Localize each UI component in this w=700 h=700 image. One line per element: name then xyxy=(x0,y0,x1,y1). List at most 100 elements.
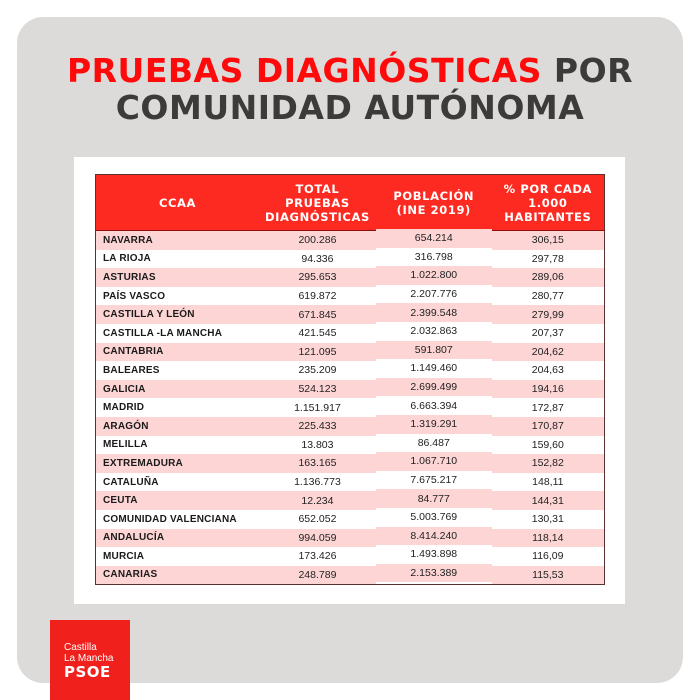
poblacion-cell: 8.414.240 xyxy=(375,526,492,546)
table-row: MADRID 1.151.917 6.663.394 172,87 xyxy=(95,396,605,417)
table-body: NAVARRA 200.286 654.214 306,15 LA RIOJA 94.33… xyxy=(95,228,605,585)
ccaa-cell: LA RIOJA xyxy=(95,249,259,269)
ratio-cell: 280,77 xyxy=(491,286,605,306)
header-ccaa: CCAA xyxy=(95,174,259,231)
ratio-cell: 118,14 xyxy=(491,528,605,548)
ccaa-cell: PAÍS VASCO xyxy=(95,286,259,306)
ratio-cell: 159,60 xyxy=(491,435,605,455)
poblacion-cell: 84.777 xyxy=(375,489,492,508)
poblacion-cell: 591.807 xyxy=(375,340,492,360)
ratio-cell: 152,82 xyxy=(491,454,605,473)
table-row: CATALUÑA 1.136.773 7.675.217 148,11 xyxy=(95,470,605,492)
table-row: EXTREMADURA 163.165 1.067.710 152,82 xyxy=(95,452,605,473)
poblacion-cell: 7.675.217 xyxy=(375,470,492,490)
table-row: CEUTA 12.234 84.777 144,31 xyxy=(95,489,605,510)
total-cell: 94.336 xyxy=(258,249,376,269)
title-suffix: POR xyxy=(541,51,634,90)
ratio-cell: 172,87 xyxy=(491,398,605,417)
poblacion-cell: 1.149.460 xyxy=(375,359,492,378)
ccaa-cell: BALEARES xyxy=(95,361,259,380)
poblacion-cell: 5.003.769 xyxy=(375,507,492,527)
table-row: ASTURIAS 295.653 1.022.800 289,06 xyxy=(95,266,605,287)
ccaa-cell: MURCIA xyxy=(95,547,259,566)
ccaa-cell: NAVARRA xyxy=(95,230,259,250)
poblacion-cell: 654.214 xyxy=(375,228,492,248)
ratio-cell: 170,87 xyxy=(491,416,605,436)
table-row: CASTILLA Y LEÓN 671.845 2.399.548 279,99 xyxy=(95,303,605,324)
total-cell: 421.545 xyxy=(258,323,376,343)
logo-line-1: Castilla xyxy=(64,642,97,653)
table-row: CASTILLA -LA MANCHA 421.545 2.032.863 207,3… xyxy=(95,321,605,343)
poblacion-cell: 2.699.499 xyxy=(375,377,492,397)
poblacion-cell: 86.487 xyxy=(375,433,492,453)
poblacion-cell: 1.493.898 xyxy=(375,545,492,564)
title-line-1: PRUEBAS DIAGNÓSTICAS POR xyxy=(0,52,700,89)
total-cell: 200.286 xyxy=(258,230,376,250)
header-poblacion: POBLACIÓN (INE 2019) xyxy=(375,174,492,231)
ccaa-cell: COMUNIDAD VALENCIANA xyxy=(95,509,259,529)
ratio-cell: 116,09 xyxy=(491,547,605,566)
ccaa-cell: ASTURIAS xyxy=(95,268,259,287)
table-row: GALICIA 524.123 2.699.499 194,16 xyxy=(95,377,605,399)
total-cell: 994.059 xyxy=(258,528,376,548)
table-row: NAVARRA 200.286 654.214 306,15 xyxy=(95,228,605,250)
poblacion-cell: 2.207.776 xyxy=(375,284,492,304)
table-header-row: CCAA TOTAL PRUEBAS DIAGNÓSTICAS POBLACIÓN(… xyxy=(95,174,605,231)
ratio-cell: 306,15 xyxy=(491,230,605,250)
ccaa-cell: ARAGÓN xyxy=(95,416,259,436)
poblacion-cell: 6.663.394 xyxy=(375,396,492,415)
ccaa-cell: MELILLA xyxy=(95,435,259,455)
ratio-cell: 204,62 xyxy=(491,342,605,362)
ccaa-cell: CANTABRIA xyxy=(95,342,259,362)
ccaa-cell: CASTILLA -LA MANCHA xyxy=(95,323,259,343)
ccaa-cell: CATALUÑA xyxy=(95,472,259,492)
total-cell: 235.209 xyxy=(258,361,376,380)
data-table: CCAA TOTAL PRUEBAS DIAGNÓSTICAS POBLACIÓN(… xyxy=(95,174,605,586)
ratio-cell: 115,53 xyxy=(491,565,605,585)
table-row: CANARIAS 248.789 2.153.389 115,53 xyxy=(95,563,605,585)
ratio-cell: 204,63 xyxy=(491,361,605,380)
ratio-cell: 194,16 xyxy=(491,379,605,399)
table-row: MELILLA 13.803 86.487 159,60 xyxy=(95,433,605,455)
ccaa-cell: ANDALUCÍA xyxy=(95,528,259,548)
poblacion-cell: 2.399.548 xyxy=(375,303,492,322)
poblacion-cell: 2.153.389 xyxy=(375,563,492,583)
table-row: PAÍS VASCO 619.872 2.207.776 280,77 xyxy=(95,284,605,306)
table-row: ANDALUCÍA 994.059 8.414.240 118,14 xyxy=(95,526,605,548)
page-title: PRUEBAS DIAGNÓSTICAS POR COMUNIDAD AUTÓN… xyxy=(0,52,700,126)
header-ratio: % POR CADA 1.000 HABITANTES xyxy=(491,174,605,231)
poblacion-cell: 1.319.291 xyxy=(375,414,492,434)
ratio-cell: 207,37 xyxy=(491,323,605,343)
table-row: BALEARES 235.209 1.149.460 204,63 xyxy=(95,359,605,380)
total-cell: 225.433 xyxy=(258,416,376,436)
total-cell: 524.123 xyxy=(258,379,376,399)
header-total-pruebas: TOTAL PRUEBAS DIAGNÓSTICAS xyxy=(258,174,376,231)
ratio-cell: 130,31 xyxy=(491,509,605,529)
ccaa-cell: EXTREMADURA xyxy=(95,454,259,473)
ratio-cell: 148,11 xyxy=(491,472,605,492)
title-highlight: PRUEBAS DIAGNÓSTICAS xyxy=(66,51,542,90)
total-cell: 671.845 xyxy=(258,305,376,324)
logo-line-3: PSOE xyxy=(64,663,111,681)
ratio-cell: 279,99 xyxy=(491,305,605,324)
poblacion-cell: 2.032.863 xyxy=(375,321,492,341)
total-cell: 163.165 xyxy=(258,454,376,473)
total-cell: 121.095 xyxy=(258,342,376,362)
poblacion-cell: 316.798 xyxy=(375,247,492,267)
title-line-2: COMUNIDAD AUTÓNOMA xyxy=(115,88,585,127)
table-row: COMUNIDAD VALENCIANA 652.052 5.003.769 130,… xyxy=(95,507,605,529)
ccaa-cell: CANARIAS xyxy=(95,565,259,585)
ccaa-cell: MADRID xyxy=(95,398,259,417)
ratio-cell: 297,78 xyxy=(491,249,605,269)
ratio-cell: 144,31 xyxy=(491,491,605,510)
ratio-cell: 289,06 xyxy=(491,268,605,287)
table-row: ARAGÓN 225.433 1.319.291 170,87 xyxy=(95,414,605,436)
table-row: CANTABRIA 121.095 591.807 204,62 xyxy=(95,340,605,362)
ccaa-cell: CASTILLA Y LEÓN xyxy=(95,305,259,324)
total-cell: 1.136.773 xyxy=(258,472,376,492)
total-cell: 12.234 xyxy=(258,491,376,510)
table-row: LA RIOJA 94.336 316.798 297,78 xyxy=(95,247,605,269)
total-cell: 652.052 xyxy=(258,509,376,529)
total-cell: 295.653 xyxy=(258,268,376,287)
ccaa-cell: GALICIA xyxy=(95,379,259,399)
